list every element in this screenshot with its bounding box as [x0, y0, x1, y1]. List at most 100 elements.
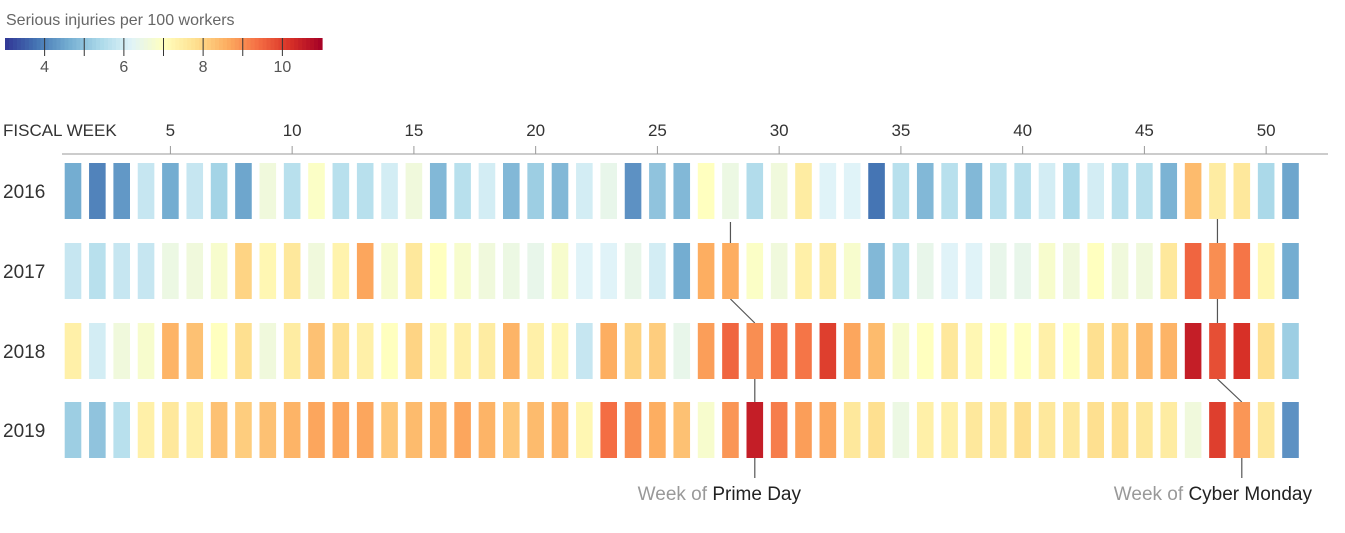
legend-swatch: [310, 38, 315, 50]
heatmap-cell: [941, 402, 958, 458]
heatmap-cell: [1160, 323, 1178, 379]
heatmap-cell: [356, 323, 374, 379]
heatmap-cell: [770, 243, 788, 299]
heatmap-cell: [259, 163, 277, 219]
heatmap-cell: [868, 163, 885, 219]
x-tick-label: 45: [1135, 121, 1154, 140]
legend-swatch: [100, 38, 105, 50]
heatmap-cell: [186, 243, 204, 299]
heatmap-cell: [89, 243, 106, 299]
legend-swatch: [24, 38, 30, 50]
heatmap-cell: [990, 323, 1007, 379]
heatmap-row: 2019: [3, 402, 1299, 458]
legend-tick-label: 4: [40, 59, 49, 76]
x-tick-label: 5: [166, 121, 175, 140]
heatmap-cell: [649, 323, 666, 379]
annotation-event: Cyber Monday: [1188, 484, 1312, 505]
heatmap-cell: [624, 402, 642, 458]
heatmap-cell: [795, 163, 812, 219]
legend-swatch: [131, 38, 137, 50]
heatmap-cell: [235, 163, 252, 219]
heatmap-cell: [1014, 323, 1031, 379]
heatmap-cell: [576, 163, 593, 219]
heatmap-cell: [746, 402, 764, 458]
heatmap-cell: [1257, 402, 1275, 458]
legend-swatch: [72, 38, 77, 50]
heatmap-cell: [795, 402, 812, 458]
heatmap-cell: [1063, 163, 1080, 219]
legend-swatch: [167, 38, 173, 50]
heatmap-cell: [1209, 163, 1226, 219]
heatmap-cell: [551, 323, 569, 379]
heatmap-row: 2016: [3, 163, 1299, 219]
heatmap-cell: [64, 243, 82, 299]
heatmap-cell: [405, 163, 423, 219]
legend-swatch: [218, 38, 224, 50]
legend-swatch: [48, 38, 54, 50]
heatmap-cell: [1063, 243, 1080, 299]
heatmap-cell: [722, 163, 739, 219]
heatmap-cell: [1209, 243, 1226, 299]
legend-swatch: [155, 38, 161, 50]
legend-swatch: [234, 38, 240, 50]
row-label: 2018: [3, 342, 45, 363]
heatmap-cell: [137, 323, 155, 379]
legend-swatch: [115, 38, 121, 50]
color-legend: Serious injuries per 100 workers 4 6 8 10: [5, 12, 323, 76]
annotation-labels: Week of Prime Day Week of Cyber Monday: [638, 484, 1313, 505]
legend-swatch: [159, 38, 165, 50]
heatmap-cell: [673, 163, 691, 219]
heatmap-cell: [624, 243, 642, 299]
heatmap-cell: [1038, 323, 1056, 379]
legend-tick-label: 6: [119, 59, 128, 76]
heatmap-cell: [64, 323, 82, 379]
legend-swatch: [68, 38, 73, 50]
heatmap-cell: [868, 243, 885, 299]
heatmap-cell: [576, 402, 593, 458]
heatmap-cell: [283, 243, 301, 299]
heatmap-cell: [405, 323, 423, 379]
annotation-prefix: Week of: [638, 484, 713, 505]
heatmap-cell: [892, 323, 910, 379]
heatmap-cell: [64, 163, 82, 219]
heatmap-cell: [843, 163, 861, 219]
heatmap-cell: [308, 402, 325, 458]
heatmap-cell: [527, 243, 544, 299]
heatmap-cell: [210, 402, 228, 458]
heatmap-row: 2018: [3, 323, 1299, 379]
legend-swatch: [127, 38, 133, 50]
heatmap-cell: [235, 243, 252, 299]
heatmap-cell: [941, 163, 958, 219]
heatmap-row: 2017: [3, 243, 1299, 299]
legend-swatch: [274, 38, 280, 50]
heatmap-cell: [1160, 402, 1178, 458]
heatmap-cell: [1014, 163, 1031, 219]
annotation-connector: [730, 298, 756, 324]
heatmap-cell: [722, 323, 739, 379]
heatmap-cell: [478, 163, 496, 219]
heatmap-cell: [746, 323, 764, 379]
heatmap-cell: [673, 402, 691, 458]
annotation-label: Week of Cyber Monday: [1114, 484, 1313, 505]
legend-swatch: [80, 38, 85, 50]
annotation-lines: [729, 219, 1243, 478]
row-label: 2016: [3, 182, 45, 203]
legend-swatch: [191, 38, 196, 50]
heatmap-cell: [1087, 402, 1104, 458]
heatmap-cell: [941, 323, 958, 379]
heatmap-cell: [795, 323, 812, 379]
heatmap-cell: [429, 402, 447, 458]
heatmap-cell: [649, 243, 666, 299]
heatmap-cell: [210, 243, 228, 299]
heatmap-cell: [527, 163, 544, 219]
heatmap-cell: [186, 163, 204, 219]
legend-swatch: [8, 38, 14, 50]
heatmap-cell: [1233, 163, 1251, 219]
heatmap-cell: [332, 323, 350, 379]
legend-swatch: [187, 38, 192, 50]
legend-swatch: [139, 38, 145, 50]
legend-swatch: [171, 38, 176, 50]
heatmap-cell: [965, 163, 983, 219]
heatmap-cell: [235, 323, 252, 379]
